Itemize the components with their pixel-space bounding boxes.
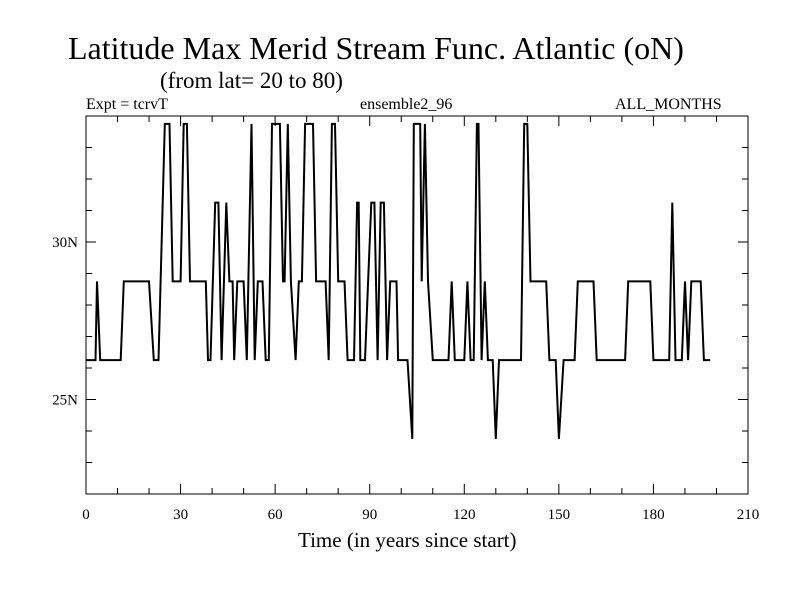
series-line: [86, 122, 711, 439]
x-tick-label: 150: [548, 507, 571, 523]
x-tick-label: 30: [173, 507, 188, 523]
experiment-label: Expt = tcrvT: [86, 96, 168, 113]
x-tick-label: 0: [82, 507, 90, 523]
x-axis-label: Time (in years since start): [298, 528, 517, 552]
ensemble-label: ensemble2_96: [360, 96, 453, 113]
x-tick-label: 60: [268, 507, 283, 523]
x-tick-label: 210: [737, 507, 760, 523]
x-tick-label: 90: [362, 507, 377, 523]
y-tick-label: 25N: [52, 393, 78, 409]
chart-subtitle: (from lat= 20 to 80): [160, 68, 343, 93]
y-tick-label: 30N: [52, 235, 78, 251]
axis-ticks: [85, 115, 749, 495]
axis-tick-labels: 0 30 60 90 120 150 180 210 25N 30N: [52, 235, 759, 523]
x-tick-label: 180: [642, 507, 665, 523]
chart-title: Latitude Max Merid Stream Func. Atlantic…: [68, 30, 684, 66]
x-tick-label: 120: [453, 507, 476, 523]
months-label: ALL_MONTHS: [615, 96, 722, 113]
plot-frame: [85, 115, 749, 495]
